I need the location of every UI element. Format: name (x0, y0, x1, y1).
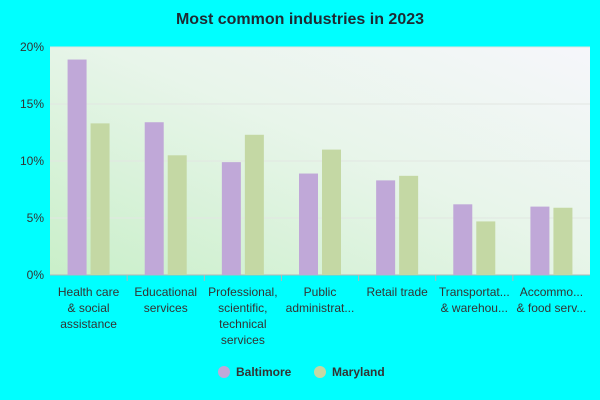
y-tick-label: 10% (20, 154, 44, 168)
x-tick-label: & warehou... (441, 301, 508, 315)
y-tick-label: 5% (27, 211, 45, 225)
x-tick-label: Retail trade (366, 285, 428, 299)
x-axis: Health care & social assistance Educational… (58, 275, 586, 347)
bar-baltimore[interactable] (453, 204, 473, 275)
legend-swatch-baltimore (218, 366, 230, 378)
x-tick-label: Health care (58, 285, 120, 299)
x-tick-label: Public (304, 285, 337, 299)
x-tick-label: & food serv... (517, 301, 587, 315)
x-tick-label: Professional, (208, 285, 277, 299)
x-tick-label: services (221, 333, 265, 347)
x-tick-label: Educational (134, 285, 197, 299)
bar-baltimore[interactable] (144, 122, 164, 276)
bar-maryland[interactable] (244, 134, 264, 275)
chart-title: Most common industries in 2023 (176, 11, 424, 28)
bar-baltimore[interactable] (299, 173, 318, 275)
bar-maryland[interactable] (476, 221, 496, 275)
bar-maryland[interactable] (322, 149, 341, 275)
x-tick-label: Accommo... (520, 285, 583, 299)
x-tick-label: technical (219, 317, 266, 331)
legend-swatch-maryland (314, 366, 326, 378)
bar-baltimore[interactable] (67, 59, 87, 275)
bar-maryland[interactable] (90, 123, 110, 275)
legend-label: Baltimore (236, 365, 292, 379)
bar-baltimore[interactable] (376, 180, 396, 275)
bar-baltimore[interactable] (221, 162, 241, 275)
bar-maryland[interactable] (553, 207, 573, 275)
legend-label: Maryland (332, 365, 385, 379)
x-tick-label: administrat... (286, 301, 355, 315)
x-tick-label: assistance (60, 317, 117, 331)
y-tick-label: 20% (20, 40, 44, 54)
y-axis: 0% 5% 10% 15% 20% (20, 40, 44, 282)
x-tick-label: scientific, (218, 301, 267, 315)
x-tick-label: Transportat... (439, 285, 510, 299)
bar-maryland[interactable] (167, 155, 187, 275)
gridlines (50, 46, 590, 276)
bar-baltimore[interactable] (530, 206, 550, 275)
x-tick-label: & social (68, 301, 110, 315)
bar-maryland[interactable] (399, 175, 419, 275)
y-tick-label: 0% (27, 268, 45, 282)
bars (67, 59, 573, 276)
legend: Baltimore Maryland (218, 365, 385, 379)
y-tick-label: 15% (20, 97, 44, 111)
x-tick-label: services (144, 301, 188, 315)
